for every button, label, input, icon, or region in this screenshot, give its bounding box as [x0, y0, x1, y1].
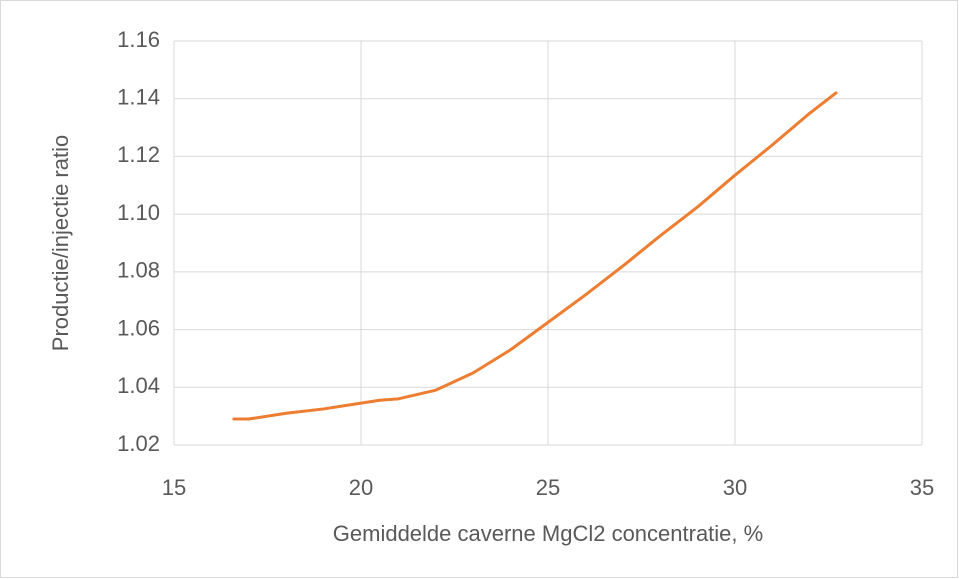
y-tick-label: 1.02 [117, 431, 160, 456]
line-series [232, 91, 838, 421]
y-tick-label: 1.04 [117, 373, 160, 398]
y-tick-label: 1.12 [117, 142, 160, 167]
y-tick-label: 1.08 [117, 258, 160, 283]
x-tick-label: 25 [536, 475, 560, 500]
x-axis-label: Gemiddelde caverne MgCl2 concentratie, % [333, 521, 763, 546]
x-tick-label: 30 [723, 475, 747, 500]
y-tick-label: 1.16 [117, 27, 160, 52]
x-tick-label: 35 [910, 475, 934, 500]
y-tick-label: 1.14 [117, 85, 160, 110]
x-tick-label: 15 [162, 475, 186, 500]
y-tick-label: 1.10 [117, 200, 160, 225]
y-axis-label: Productie/injectie ratio [48, 135, 73, 351]
x-tick-label: 20 [349, 475, 373, 500]
y-tick-label: 1.06 [117, 315, 160, 340]
